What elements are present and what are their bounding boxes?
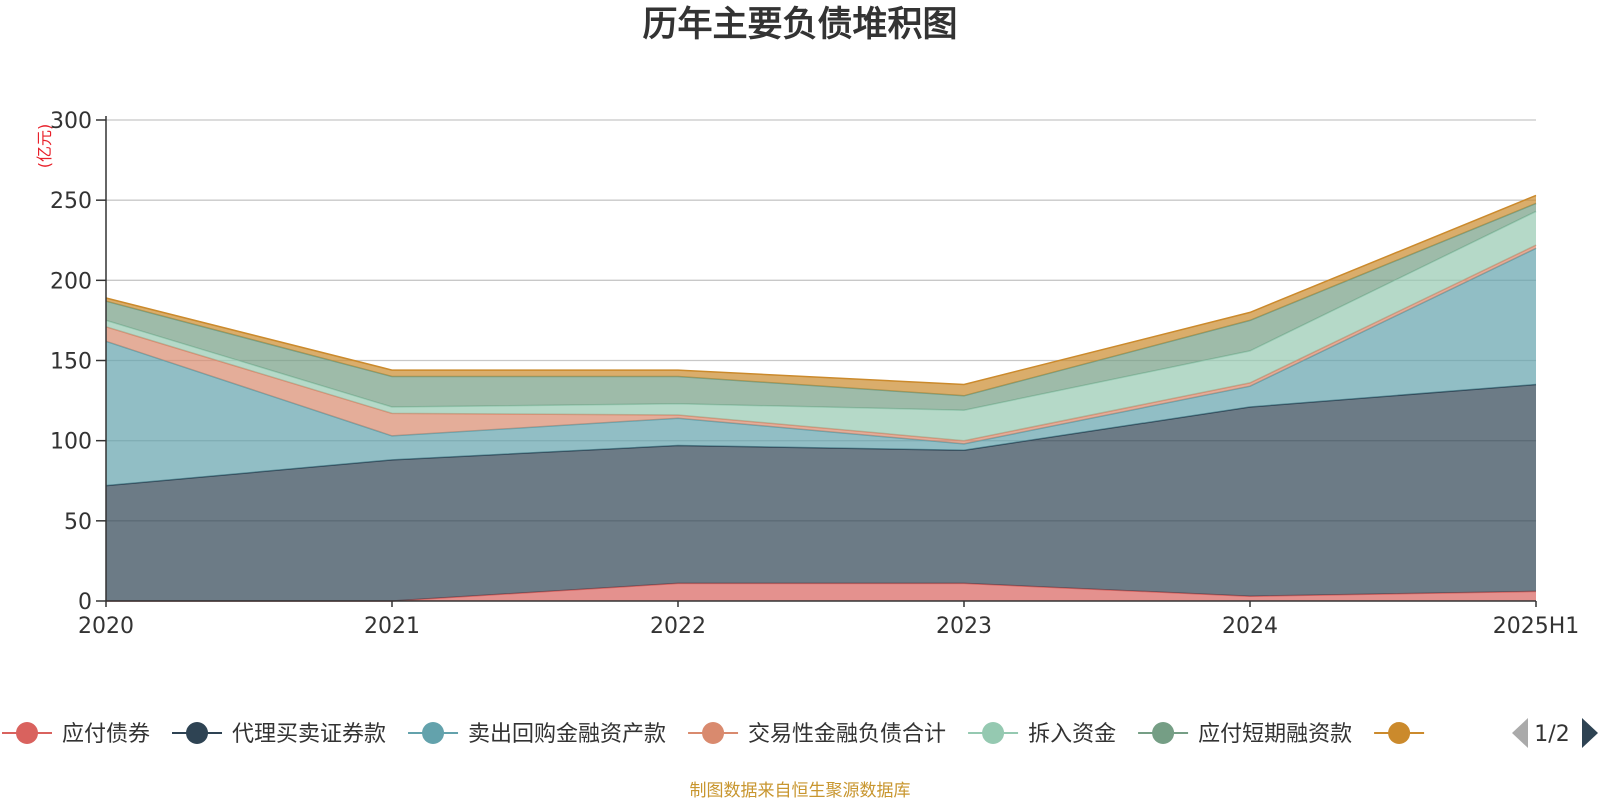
legend-item-3[interactable]: 交易性金融负债合计 [688,722,946,747]
legend-pager: 1/2 [1512,718,1598,748]
triangle-right-icon[interactable] [1582,718,1598,748]
legend-label: 代理买卖证券款 [232,722,386,747]
y-tick-label: 50 [64,510,92,535]
legend-item-2[interactable]: 卖出回购金融资产款 [408,722,666,747]
legend-label: 拆入资金 [1028,722,1116,747]
x-tick-label: 2024 [1222,614,1278,639]
legend-label: 交易性金融负债合计 [748,722,946,747]
y-tick-label: 250 [50,189,92,214]
legend-marker [16,722,38,744]
legend-marker [186,722,209,744]
legend-marker [702,722,725,744]
area-series-0 [106,583,1536,601]
y-tick-label: 300 [50,109,92,134]
y-tick-label: 100 [50,430,92,455]
chart-title: 历年主要负债堆积图 [642,5,957,45]
legend-item-4[interactable]: 拆入资金 [968,722,1116,747]
area-series-1 [106,384,1536,601]
legend-item-5[interactable]: 应付短期融资款 [1138,722,1352,747]
series-line-6 [105,194,1537,386]
legend-item-0[interactable]: 应付债券 [2,722,150,747]
legend: 应付债券 代理买卖证券款 卖出回购金融资产款 交易性金融负债合计 拆入资金 应付短期融资款… [2,718,1598,748]
legend-item-1[interactable]: 代理买卖证券款 [172,722,386,747]
area-series-4 [106,211,1536,441]
legend-label: 卖出回购金融资产款 [468,722,666,747]
y-tick-label: 0 [78,590,92,615]
stacked-areas [105,194,1537,602]
axes: 0 50 100 150 200 250 300 2020 2021 2022 2023 2024 20… [50,109,1579,639]
legend-marker [982,722,1005,744]
x-tick-label: 2022 [650,614,706,639]
area-series-5 [106,203,1536,411]
area-series-2 [106,248,1536,486]
x-tick-label: 2020 [78,614,134,639]
x-tick-label: 2025H1 [1493,614,1580,639]
legend-page-indicator: 1/2 [1534,722,1569,747]
legend-marker [422,722,445,744]
triangle-left-icon[interactable] [1512,718,1528,748]
legend-marker [1388,722,1411,744]
legend-label: 应付短期融资款 [1198,722,1352,747]
x-tick-label: 2021 [364,614,420,639]
data-source-note: 制图数据来自恒生聚源数据库 [690,781,911,800]
y-tick-label: 200 [50,269,92,294]
y-tick-label: 150 [50,350,92,375]
legend-item-6[interactable] [1374,722,1425,744]
y-axis-unit: (亿元) [35,124,54,169]
legend-label: 应付债券 [62,722,150,747]
legend-marker [1152,722,1175,744]
x-tick-label: 2023 [936,614,992,639]
